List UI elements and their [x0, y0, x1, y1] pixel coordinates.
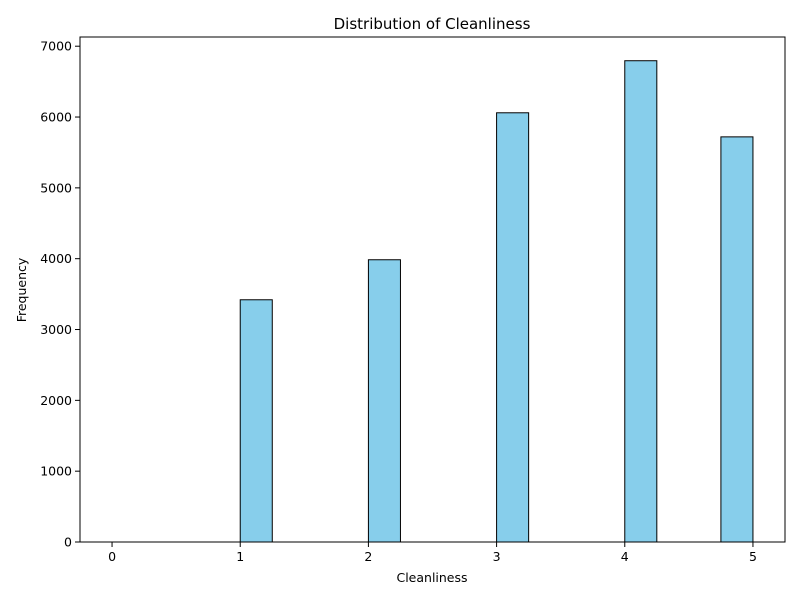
histogram-bar — [624, 60, 658, 543]
chart-title: Distribution of Cleanliness — [334, 15, 531, 33]
x-tick-label: 1 — [236, 549, 244, 564]
histogram-bar — [239, 299, 273, 543]
y-axis-label: Frequency — [14, 257, 29, 322]
y-axis: 0 1000 2000 3000 4000 5000 6000 7000 — [40, 39, 80, 550]
y-tick-label: 6000 — [40, 110, 72, 125]
plot-frame — [79, 36, 786, 543]
y-tick-label: 1000 — [40, 464, 72, 479]
y-tick-label: 7000 — [40, 39, 72, 54]
x-tick-label: 0 — [108, 549, 116, 564]
y-tick-label: 3000 — [40, 322, 72, 337]
y-tick-label: 0 — [64, 535, 72, 550]
x-tick-label: 4 — [621, 549, 629, 564]
x-tick-label: 2 — [364, 549, 372, 564]
histogram-bar — [720, 136, 754, 543]
histogram-bar — [496, 112, 530, 543]
y-tick-label: 5000 — [40, 180, 72, 195]
x-tick-label: 5 — [749, 549, 757, 564]
x-axis-label: Cleanliness — [396, 570, 467, 585]
y-tick-label: 4000 — [40, 251, 72, 266]
histogram-bar — [367, 259, 401, 543]
x-axis: 0 1 2 3 4 5 — [108, 542, 757, 564]
y-tick-label: 2000 — [40, 393, 72, 408]
bars-group — [239, 60, 754, 543]
x-tick-label: 3 — [493, 549, 501, 564]
